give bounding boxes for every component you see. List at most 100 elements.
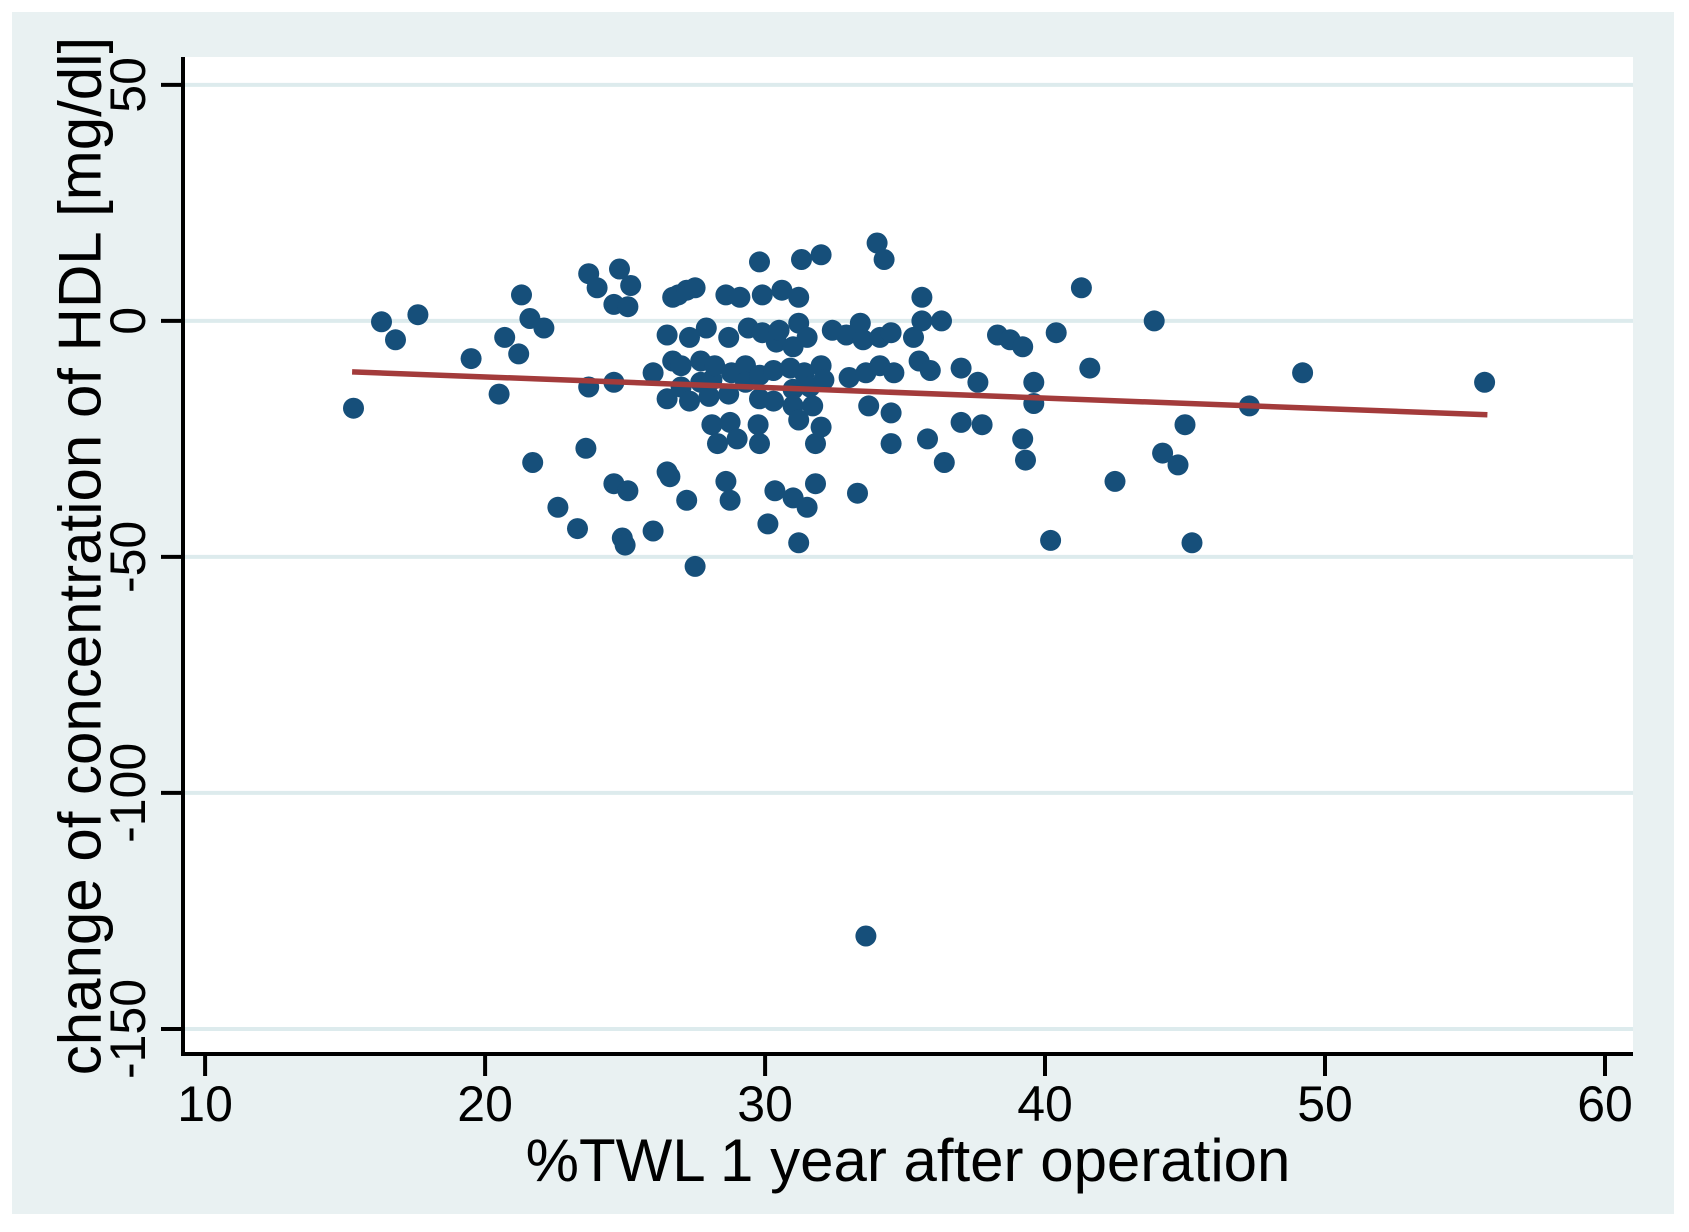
scatter-point (917, 428, 938, 450)
scatter-point (852, 329, 874, 351)
scatter-point (460, 348, 482, 370)
scatter-point (835, 324, 857, 346)
scatter-point (805, 473, 826, 495)
scatter-point (950, 411, 972, 433)
scatter-point (967, 371, 989, 393)
scatter-point (1181, 532, 1203, 554)
scatter-point (810, 244, 832, 266)
y-tick-label--150: -150 (100, 979, 156, 1079)
scatter-point (1167, 454, 1189, 476)
scatter-point (614, 534, 636, 556)
scatter-point (763, 390, 784, 412)
y-tick-label-0: 0 (100, 307, 156, 335)
scatter-point (1023, 371, 1045, 393)
scatter-point (771, 279, 793, 301)
scatter-point (695, 317, 717, 339)
scatter-point (933, 452, 955, 473)
scatter-point (586, 277, 608, 299)
scatter-point (788, 409, 810, 431)
trend-line (351, 369, 1488, 418)
scatter-point (751, 284, 773, 306)
scatter-chart: 50 0 -50 -100 -150 10 20 30 40 50 60 (100, 57, 1633, 1132)
scatter-point (1045, 322, 1067, 344)
scatter-point (847, 482, 868, 504)
scatter-point (1040, 529, 1062, 551)
scatter-point (642, 362, 664, 384)
scatter-point (1292, 362, 1314, 384)
y-tick-label--50: -50 (100, 521, 156, 593)
scatter-point (522, 452, 544, 473)
scatter-point (575, 437, 597, 459)
scatter-point (508, 343, 530, 365)
y-axis-title: change of concentration of HDL [mg/dl] (46, 36, 114, 1076)
scatter-point (749, 433, 770, 455)
scatter-point (617, 480, 639, 502)
scatter-point (642, 520, 664, 542)
scatter-point (788, 532, 810, 554)
scatter-point (911, 286, 933, 308)
plot-area: 50 0 -50 -100 -150 10 20 30 40 50 60 (100, 57, 1633, 1132)
scatter-point (883, 362, 905, 384)
scatter-point (371, 311, 392, 333)
scatter-point (407, 304, 429, 326)
scatter-point (385, 329, 406, 351)
scatter-point (805, 433, 826, 455)
x-tick-label-10: 10 (177, 1076, 233, 1132)
scatter-point (684, 277, 706, 299)
scatter-point (1079, 357, 1101, 379)
scatter-point (903, 326, 924, 348)
scatter-point (547, 496, 569, 518)
scatter-point (880, 402, 902, 424)
scatter-point (715, 470, 737, 492)
x-tick-label-40: 40 (1017, 1076, 1073, 1132)
scatter-point (919, 360, 941, 381)
scatter-point (1143, 310, 1165, 332)
scatter-point (788, 286, 810, 308)
scatter-point (704, 355, 726, 377)
x-tick-label-50: 50 (1297, 1076, 1353, 1132)
scatter-point (838, 367, 860, 388)
x-tick-label-20: 20 (457, 1076, 513, 1132)
scatter-point (533, 317, 555, 339)
scatter-point (763, 360, 784, 381)
scatter-point (880, 433, 902, 455)
scatter-point (698, 385, 720, 407)
scatter-point (609, 258, 630, 280)
scatter-point (511, 284, 532, 306)
scatter-point (659, 466, 681, 488)
x-axis-title: %TWL 1 year after operation (525, 1127, 1291, 1194)
scatter-point (866, 232, 888, 254)
x-tick-label-30: 30 (737, 1076, 793, 1132)
scatter-point (670, 355, 692, 377)
scatter-point (1012, 428, 1034, 450)
scatter-point (1012, 336, 1034, 358)
scatter-point (796, 496, 818, 518)
scatter-point (971, 414, 993, 436)
scatter-point (747, 414, 769, 436)
scatter-point (855, 925, 877, 947)
scatter-point (757, 513, 779, 535)
scatter-point (1015, 449, 1036, 471)
scatter-point (679, 326, 700, 348)
scatter-point (343, 397, 364, 419)
scatter-point (1474, 371, 1496, 393)
scatter-point (488, 383, 510, 405)
scatter-point (791, 249, 812, 270)
scatter-point (567, 518, 588, 540)
scatter-point (707, 433, 728, 455)
scatter-point (676, 489, 698, 511)
scatter-point (1152, 442, 1174, 464)
y-tick-label--100: -100 (100, 743, 156, 843)
scatter-point (764, 480, 786, 502)
scatter-point (813, 369, 835, 391)
scatter-point (656, 324, 678, 346)
scatter-point (950, 357, 972, 379)
scatter-point (880, 322, 902, 344)
scatter-point (768, 319, 790, 341)
scatter-point (701, 414, 723, 436)
scatter-point (911, 310, 933, 332)
scatter-point (1104, 470, 1126, 492)
scatter-point (810, 416, 832, 438)
scatter-point (849, 312, 871, 334)
